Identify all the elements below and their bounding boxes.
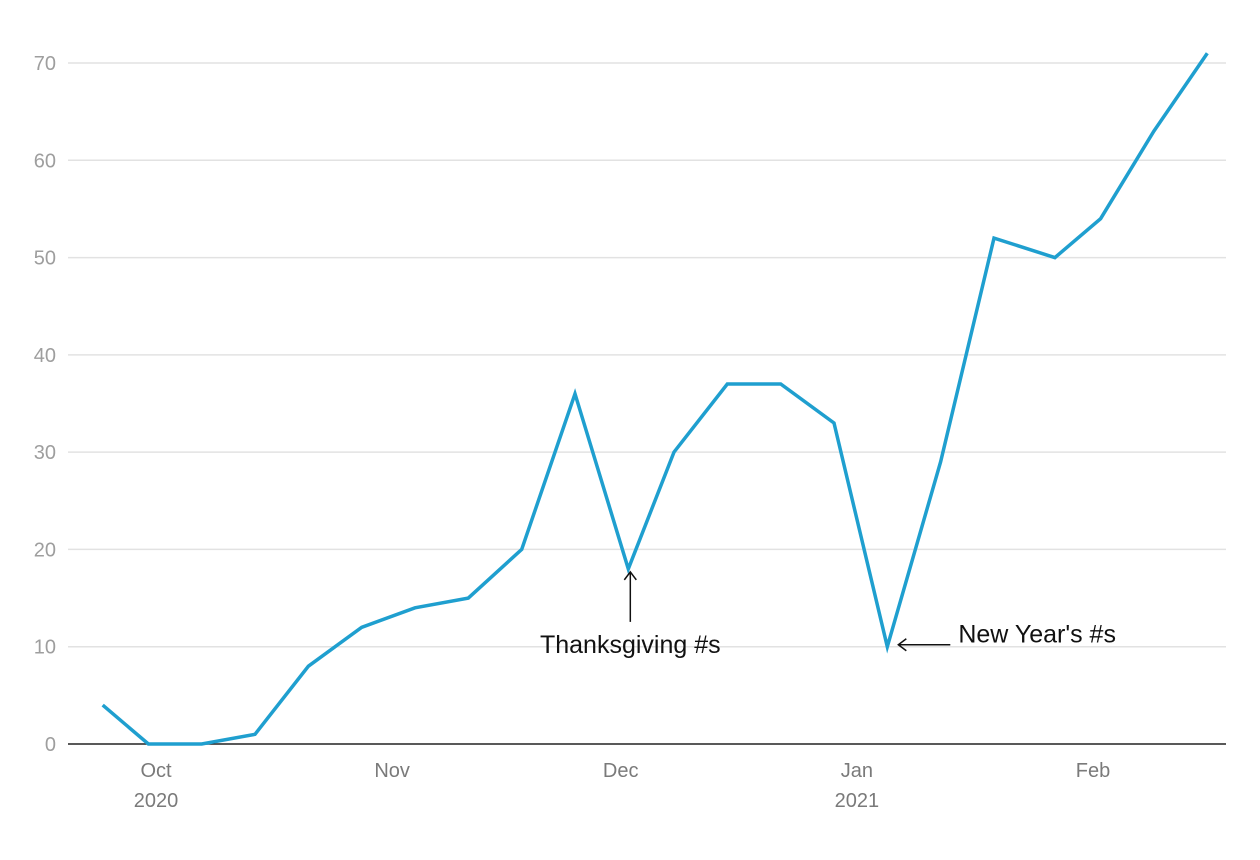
data-point-7 bbox=[466, 596, 470, 600]
x-tick-year-label-2020: 2020 bbox=[134, 790, 179, 812]
data-point-2 bbox=[200, 742, 204, 746]
data-point-8 bbox=[520, 547, 524, 551]
y-tick-label-70: 70 bbox=[34, 53, 56, 75]
data-point-16 bbox=[939, 460, 943, 464]
data-point-14 bbox=[832, 421, 836, 425]
data-point-11 bbox=[672, 450, 676, 454]
annotation-text-new-years: New Year's #s bbox=[958, 621, 1116, 649]
data-point-10 bbox=[626, 567, 630, 571]
data-point-5 bbox=[360, 625, 364, 629]
y-axis-ticks: 0 10 20 30 40 50 60 70 bbox=[34, 53, 56, 756]
annotation-text-thanksgiving: Thanksgiving #s bbox=[540, 631, 721, 659]
data-point-20 bbox=[1152, 129, 1156, 133]
x-tick-label-jan: Jan bbox=[841, 760, 873, 782]
x-tick-label-dec: Dec bbox=[603, 760, 639, 782]
data-point-18 bbox=[1053, 256, 1057, 260]
series-layer bbox=[101, 51, 1209, 746]
annotation-arrow-head-thanksgiving bbox=[623, 570, 637, 581]
grid-lines bbox=[68, 62, 1226, 648]
data-point-9 bbox=[573, 392, 577, 396]
x-axis-ticks: Oct 2020 Nov Dec Jan 2021 Feb bbox=[134, 760, 1110, 812]
data-point-21 bbox=[1205, 51, 1209, 55]
annotation-arrow-head-new-years bbox=[897, 638, 907, 652]
x-tick-year-label-2021: 2021 bbox=[835, 790, 880, 812]
data-point-13 bbox=[779, 382, 783, 386]
y-tick-label-20: 20 bbox=[34, 539, 56, 561]
y-tick-label-50: 50 bbox=[34, 248, 56, 270]
data-point-17 bbox=[992, 236, 996, 240]
x-tick-label-feb: Feb bbox=[1076, 760, 1110, 782]
data-point-19 bbox=[1099, 217, 1103, 221]
x-tick-label-oct: Oct bbox=[140, 760, 172, 782]
y-tick-label-10: 10 bbox=[34, 637, 56, 659]
series-line-0 bbox=[101, 52, 1209, 746]
data-point-6 bbox=[413, 606, 417, 610]
data-point-15 bbox=[885, 645, 889, 649]
y-tick-label-30: 30 bbox=[34, 442, 56, 464]
data-point-0 bbox=[101, 703, 105, 707]
y-tick-label-60: 60 bbox=[34, 150, 56, 172]
annotations: Thanksgiving #s New Year's #s bbox=[540, 570, 1116, 659]
data-point-4 bbox=[306, 664, 310, 668]
x-tick-label-nov: Nov bbox=[374, 760, 410, 782]
y-tick-label-0: 0 bbox=[45, 734, 56, 756]
y-tick-label-40: 40 bbox=[34, 345, 56, 367]
data-point-12 bbox=[725, 382, 729, 386]
data-point-3 bbox=[253, 732, 257, 736]
data-point-1 bbox=[146, 742, 150, 746]
